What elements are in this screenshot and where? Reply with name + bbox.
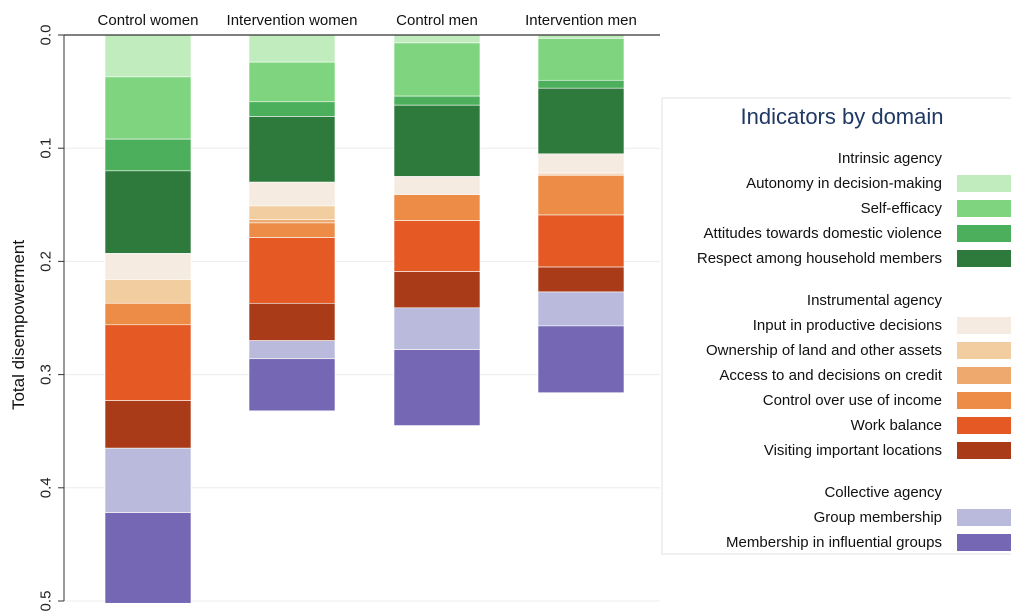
y-tick-label: 0.5 [38,591,55,612]
bar-segment [537,38,625,81]
bar-segment [248,61,336,103]
legend-item-label: Self-efficacy [861,200,943,217]
category-label: Control women [98,12,199,29]
bar-segment [537,153,625,174]
legend-group-title: Intrinsic agency [838,150,943,167]
bar-segment [248,116,336,183]
bar-segment [537,266,625,293]
bar-segment [104,447,192,514]
bar-segment [104,400,192,449]
bars [104,34,625,604]
legend: Indicators by domain Intrinsic agency Aut… [661,97,1011,555]
bar-segment [537,291,625,327]
legend-swatch [957,442,1011,459]
legend-swatch [957,250,1011,267]
bar-segment [248,358,336,412]
y-tick-label: 0.4 [38,477,55,498]
legend-group-title: Collective agency [824,484,942,501]
legend-swatch [957,392,1011,409]
category-labels: Control women Intervention women Control m… [98,12,637,29]
y-tick-label: 0.3 [38,364,55,385]
legend-swatch [957,509,1011,526]
legend-swatch [957,417,1011,434]
legend-item-label: Control over use of income [763,392,942,409]
bar-segment [393,194,481,221]
legend-item-label: Group membership [814,509,942,526]
bar-segment [393,104,481,177]
bar-segment [393,95,481,106]
bar-segment [104,324,192,401]
bar-segment [104,253,192,280]
bar-segment [104,76,192,140]
legend-swatch [957,225,1011,242]
legend-title: Indicators by domain [741,104,944,129]
bar-segment [248,340,336,360]
y-tick-label: 0.0 [38,25,55,46]
legend-swatch [957,534,1011,551]
bar-segment [248,219,336,224]
bar-segment [537,79,625,89]
bar-segment [104,138,192,172]
y-tick-label: 0.2 [38,251,55,272]
bar-segment [248,222,336,238]
legend-item-label: Attitudes towards domestic violence [704,225,942,242]
bar-segment [393,176,481,195]
legend-swatch [957,200,1011,217]
bar-segment [393,220,481,272]
legend-item-label: Ownership of land and other assets [706,342,942,359]
bar-segment [248,205,336,220]
legend-swatch [957,317,1011,334]
category-label: Intervention women [227,12,358,29]
bar-segment [104,302,192,326]
bar-segment [248,302,336,341]
bar-segment [104,170,192,254]
legend-item-label: Visiting important locations [764,442,942,459]
legend-item-label: Work balance [851,417,942,434]
category-label: Intervention men [525,12,637,29]
category-label: Control men [396,12,478,29]
bar-segment [393,307,481,350]
bar-segment [393,42,481,97]
bar-segment [393,349,481,426]
bar-segment [104,279,192,304]
bar-segment [248,237,336,304]
bar-segment [248,101,336,117]
bar-segment [248,181,336,207]
legend-item-label: Respect among household members [697,250,942,267]
bar-segment [248,34,336,63]
legend-item-label: Membership in influential groups [726,534,942,551]
bar-segment [537,214,625,268]
legend-item-label: Input in productive decisions [753,317,942,334]
legend-box [661,97,1011,555]
bar-segment [104,34,192,78]
bar-segment [104,512,192,604]
bar-segment [537,175,625,216]
y-axis-title: Total disempowerment [9,240,28,410]
bar-segment [393,34,481,44]
bar-segment [537,87,625,155]
legend-swatch [957,175,1011,192]
bar-segment [393,271,481,309]
legend-group-title: Instrumental agency [807,292,943,309]
legend-swatch [957,367,1011,384]
y-tick-label: 0.1 [38,138,55,159]
y-axis: 0.0 0.1 0.2 0.3 0.4 0.5 [38,25,660,612]
bar-segment [537,325,625,394]
legend-item-label: Autonomy in decision-making [746,175,942,192]
legend-item-label: Access to and decisions on credit [719,367,942,384]
legend-swatch [957,342,1011,359]
